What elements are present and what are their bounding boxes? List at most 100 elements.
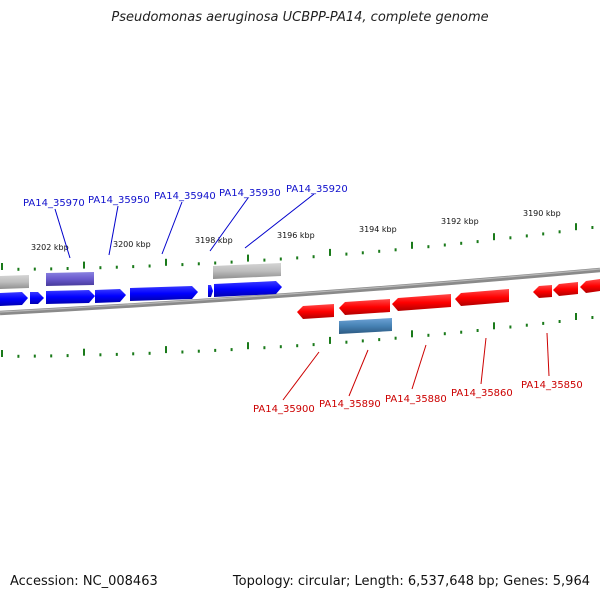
leader-line xyxy=(480,337,487,385)
scale-label-3190: 3190 kbp xyxy=(523,209,561,218)
minor-tick xyxy=(50,267,53,271)
minor-tick xyxy=(115,352,118,356)
minor-tick xyxy=(279,345,282,349)
major-tick xyxy=(83,261,85,269)
gene-label-forward[interactable]: PA14_35940 xyxy=(154,191,216,202)
forward-gene-arrow[interactable] xyxy=(30,292,44,304)
minor-tick xyxy=(33,267,36,271)
minor-tick xyxy=(148,351,151,355)
forward-gene-arrow[interactable] xyxy=(95,289,126,303)
minor-tick xyxy=(558,230,561,234)
reverse-gene-arrow[interactable] xyxy=(553,282,578,296)
reverse-gene-arrow[interactable] xyxy=(533,285,552,298)
minor-tick xyxy=(361,339,364,343)
forward-gene-arrow[interactable] xyxy=(214,281,282,297)
reverse-gene-arrow[interactable] xyxy=(297,304,334,319)
scale-label-3192: 3192 kbp xyxy=(441,217,479,226)
gene-label-reverse[interactable]: PA14_35890 xyxy=(319,399,381,410)
minor-tick xyxy=(263,258,266,262)
minor-tick xyxy=(66,354,69,358)
minor-tick xyxy=(427,245,430,249)
major-tick xyxy=(329,336,331,344)
gene-label-forward[interactable]: PA14_35930 xyxy=(219,188,281,199)
genome-summary-text: Topology: circular; Length: 6,537,648 bp… xyxy=(232,574,590,589)
scale-label-3196: 3196 kbp xyxy=(277,231,315,240)
minor-tick xyxy=(17,354,20,358)
gene-label-reverse[interactable]: PA14_35850 xyxy=(521,380,583,391)
minor-tick xyxy=(361,251,364,255)
minor-tick xyxy=(181,350,184,354)
minor-tick xyxy=(263,346,266,350)
minor-tick xyxy=(296,256,299,260)
minor-tick xyxy=(148,264,151,268)
minor-tick xyxy=(17,267,20,271)
minor-tick xyxy=(427,333,430,337)
leader-line xyxy=(108,205,119,256)
upper-tick-ruler xyxy=(1,223,594,271)
gene-label-forward[interactable]: PA14_35970 xyxy=(23,198,85,209)
leader-line xyxy=(244,193,315,249)
map-title: Pseudomonas aeruginosa UCBPP-PA14, compl… xyxy=(111,10,489,25)
reverse-gene-arrow[interactable] xyxy=(455,289,509,306)
minor-tick xyxy=(509,325,512,329)
minor-tick xyxy=(509,236,512,240)
leader-line xyxy=(546,332,550,377)
reverse-gene-arrow[interactable] xyxy=(339,299,390,315)
forward-gene-arrow[interactable] xyxy=(208,285,213,297)
gene-feature-purple[interactable] xyxy=(46,272,94,286)
major-tick xyxy=(165,346,167,354)
scale-label-3200: 3200 kbp xyxy=(113,240,151,249)
gene-label-reverse[interactable]: PA14_35900 xyxy=(253,404,315,415)
minor-tick xyxy=(50,354,53,358)
accession-text: Accession: NC_008463 xyxy=(10,574,158,589)
minor-tick xyxy=(591,316,594,319)
reverse-gene-arrow[interactable] xyxy=(392,294,451,311)
minor-tick xyxy=(33,354,36,358)
minor-tick xyxy=(591,226,594,229)
minor-tick xyxy=(345,252,348,256)
minor-tick xyxy=(542,321,545,325)
leader-line xyxy=(209,197,249,252)
leader-line xyxy=(161,201,183,255)
gene-label-reverse[interactable]: PA14_35880 xyxy=(385,394,447,405)
major-tick xyxy=(1,350,3,357)
minor-tick xyxy=(66,267,69,270)
forward-gene-arrow[interactable] xyxy=(46,290,95,304)
genome-backbone xyxy=(0,267,600,316)
scale-label-3198: 3198 kbp xyxy=(195,236,233,245)
minor-tick xyxy=(312,255,315,259)
minor-tick xyxy=(476,329,479,332)
gene-feature-gray[interactable] xyxy=(213,263,281,279)
scale-label-3194: 3194 kbp xyxy=(359,225,397,234)
gene-feature-steel[interactable] xyxy=(339,318,392,334)
minor-tick xyxy=(525,323,528,327)
minor-tick xyxy=(460,241,463,245)
gene-label-reverse[interactable]: PA14_35860 xyxy=(451,388,513,399)
reverse-gene-arrow[interactable] xyxy=(580,279,600,293)
major-tick xyxy=(575,313,577,320)
leader-line xyxy=(282,351,320,401)
minor-tick xyxy=(460,330,463,334)
minor-tick xyxy=(230,348,233,352)
gene-label-forward[interactable]: PA14_35950 xyxy=(88,195,150,206)
gene-label-forward[interactable]: PA14_35920 xyxy=(286,184,348,195)
minor-tick xyxy=(394,248,397,252)
minor-tick xyxy=(296,344,299,348)
forward-gene-arrow[interactable] xyxy=(130,286,198,301)
minor-tick xyxy=(443,332,446,336)
minor-tick xyxy=(99,266,102,270)
gene-feature-gray[interactable] xyxy=(0,275,29,289)
minor-tick xyxy=(378,338,381,342)
minor-tick xyxy=(476,240,479,244)
major-tick xyxy=(329,248,331,256)
major-tick xyxy=(247,342,249,350)
forward-gene-arrow[interactable] xyxy=(0,292,28,306)
major-tick xyxy=(411,330,413,338)
minor-tick xyxy=(197,349,200,353)
major-tick xyxy=(411,241,413,249)
minor-tick xyxy=(525,234,528,238)
major-tick xyxy=(1,263,3,270)
minor-tick xyxy=(394,336,397,340)
minor-tick xyxy=(115,265,118,269)
